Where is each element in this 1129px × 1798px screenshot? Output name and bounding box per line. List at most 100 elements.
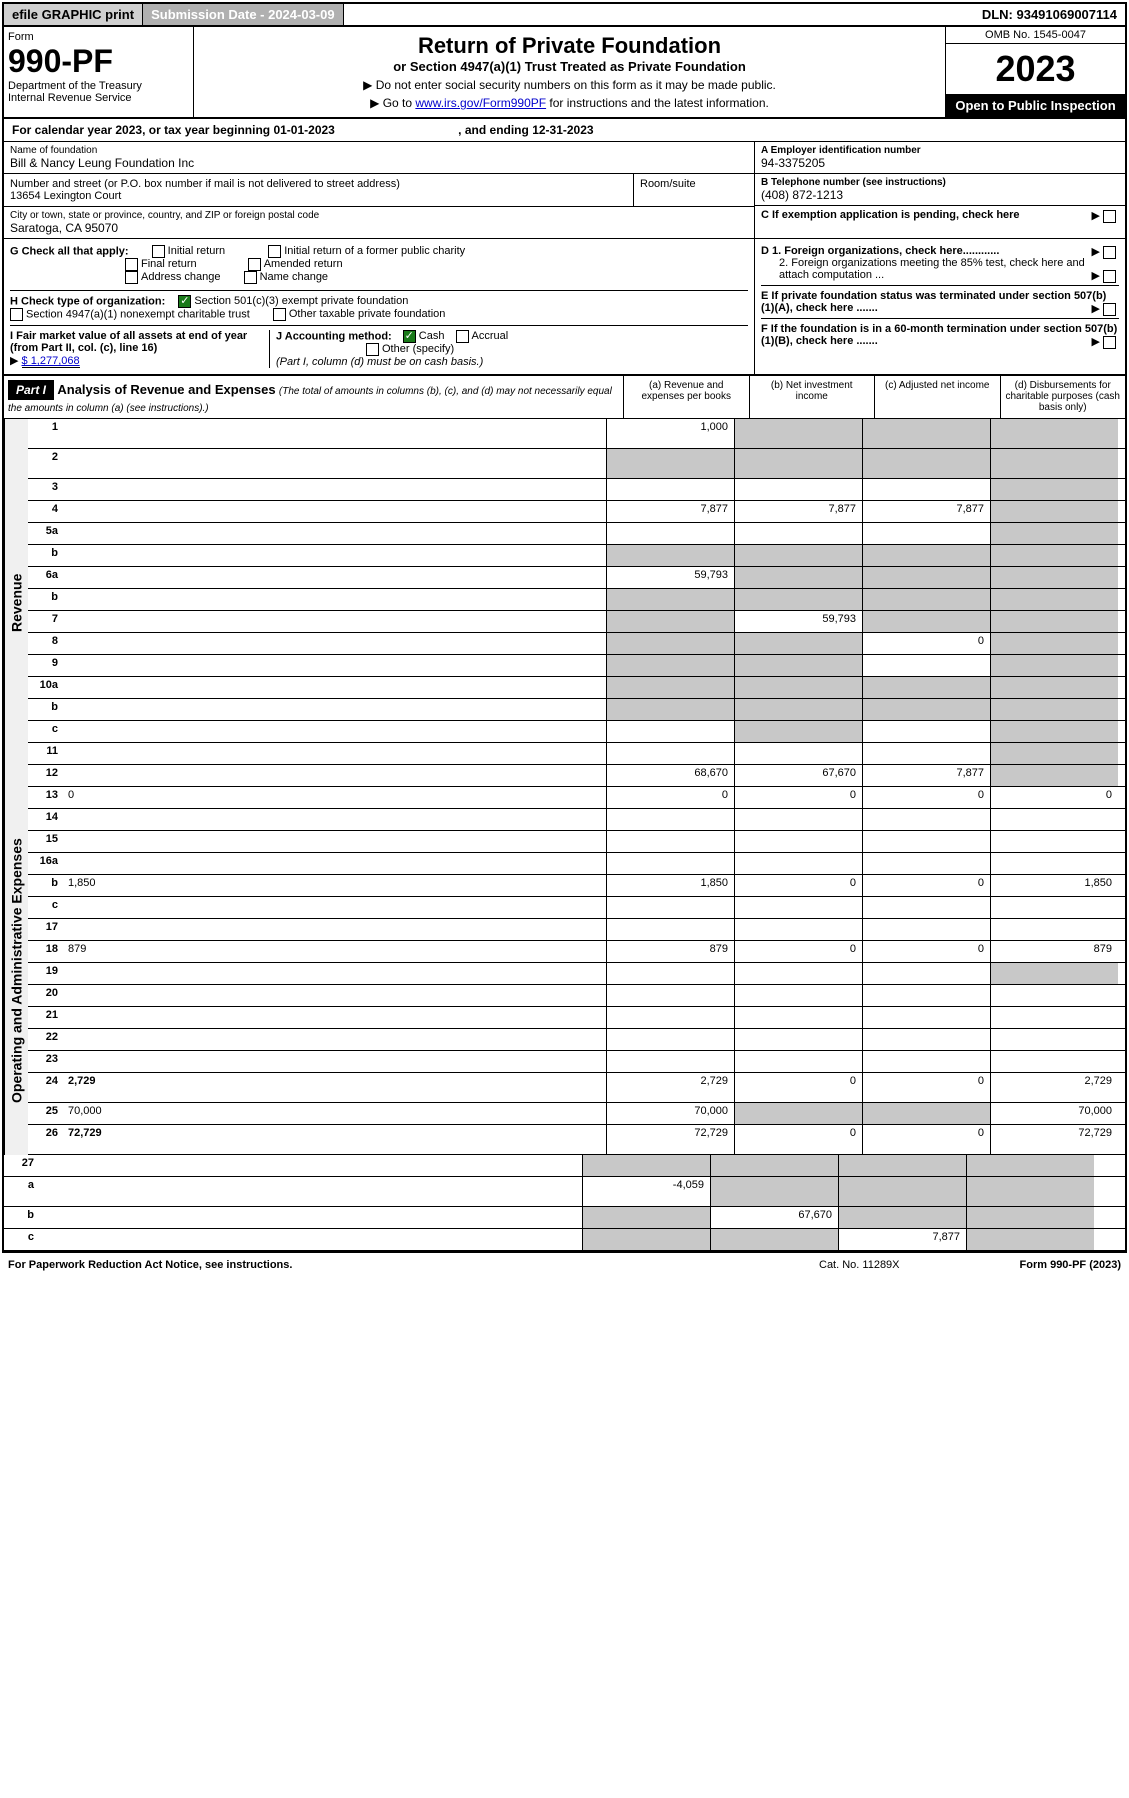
cell-b: 0 (734, 1125, 862, 1154)
row-num: b (28, 875, 64, 896)
cell-d: 2,729 (990, 1073, 1118, 1102)
fmv-link[interactable]: $ 1,277,068 (22, 355, 80, 368)
row-num: c (28, 897, 64, 918)
row-desc (64, 963, 606, 984)
table-row: 5a (28, 523, 1125, 545)
cell-c (862, 589, 990, 610)
table-row: 7 59,793 (28, 611, 1125, 633)
col-d-hdr: (d) Disbursements for charitable purpose… (1001, 376, 1126, 418)
final-return-cb[interactable] (125, 258, 138, 271)
table-row: c (28, 897, 1125, 919)
row-num: 7 (28, 611, 64, 632)
row-num: 11 (28, 743, 64, 764)
row-desc (64, 809, 606, 830)
cell-b (734, 479, 862, 500)
cell-c (862, 1103, 990, 1124)
row-desc (64, 449, 606, 478)
cell-c (838, 1207, 966, 1228)
table-row: 27 (4, 1155, 1125, 1177)
col-b-hdr: (b) Net investment income (750, 376, 876, 418)
cell-d (990, 919, 1118, 940)
cell-a (606, 919, 734, 940)
address-change-cb[interactable] (125, 271, 138, 284)
cell-c (862, 853, 990, 874)
cell-a: 1,000 (606, 419, 734, 448)
row-num: b (28, 589, 64, 610)
col-a-hdr: (a) Revenue and expenses per books (624, 376, 750, 418)
form-page: efile GRAPHIC print Submission Date - 20… (2, 2, 1127, 1253)
table-row: 47,8777,8777,877 (28, 501, 1125, 523)
row-desc (40, 1155, 582, 1176)
net-rows: 27a-4,059b67,670c7,877 (4, 1155, 1125, 1251)
row-num: 8 (28, 633, 64, 654)
cell-b (734, 985, 862, 1006)
table-row: 2 (28, 449, 1125, 479)
cell-d (966, 1229, 1094, 1250)
cell-b (734, 831, 862, 852)
calendar-year: For calendar year 2023, or tax year begi… (4, 119, 1125, 142)
cell-a (606, 743, 734, 764)
cell-a (606, 831, 734, 852)
name-change-cb[interactable] (244, 271, 257, 284)
row-num: b (28, 545, 64, 566)
cell-a: 72,729 (606, 1125, 734, 1154)
d2-cb[interactable] (1103, 270, 1116, 283)
cash-cb[interactable] (403, 330, 416, 343)
cell-d (990, 721, 1118, 742)
amended-cb[interactable] (248, 258, 261, 271)
table-row: 15 (28, 831, 1125, 853)
row-num: 23 (28, 1051, 64, 1072)
row-desc (64, 611, 606, 632)
d1-cb[interactable] (1103, 246, 1116, 259)
cell-c (862, 1029, 990, 1050)
row-desc: 2,729 (64, 1073, 606, 1102)
cell-b (734, 699, 862, 720)
table-row: b (28, 545, 1125, 567)
cell-b (734, 1051, 862, 1072)
irs-link[interactable]: www.irs.gov/Form990PF (415, 96, 546, 110)
part1-left: Part I Analysis of Revenue and Expenses … (4, 376, 624, 418)
cell-c: 0 (862, 787, 990, 808)
cell-a (606, 897, 734, 918)
other-taxable-cb[interactable] (273, 308, 286, 321)
row-num: 24 (28, 1073, 64, 1102)
cell-d (990, 897, 1118, 918)
cell-a: 2,729 (606, 1073, 734, 1102)
efile-label: efile GRAPHIC print (4, 4, 143, 25)
cell-a: -4,059 (582, 1177, 710, 1206)
revenue-section: Revenue 11,0002347,8777,8777,8775ab6a59,… (4, 419, 1125, 787)
cell-c: 0 (862, 1073, 990, 1102)
cell-d (990, 479, 1118, 500)
cell-d (990, 831, 1118, 852)
accrual-cb[interactable] (456, 330, 469, 343)
cell-d (990, 655, 1118, 676)
submission-date: Submission Date - 2024-03-09 (143, 4, 344, 25)
cell-d (990, 633, 1118, 654)
row-desc (64, 721, 606, 742)
c-checkbox[interactable] (1103, 210, 1116, 223)
irs-label: Internal Revenue Service (8, 92, 189, 104)
f-cb[interactable] (1103, 336, 1116, 349)
initial-former-cb[interactable] (268, 245, 281, 258)
4947-cb[interactable] (10, 308, 23, 321)
form-number: 990-PF (8, 43, 189, 80)
cell-b (734, 677, 862, 698)
cell-b: 59,793 (734, 611, 862, 632)
table-row: 242,7292,729002,729 (28, 1073, 1125, 1103)
table-row: 19 (28, 963, 1125, 985)
table-row: 22 (28, 1029, 1125, 1051)
initial-return-cb[interactable] (152, 245, 165, 258)
other-method-cb[interactable] (366, 343, 379, 356)
form-label: Form (8, 31, 189, 43)
cell-b (734, 853, 862, 874)
cell-c (862, 655, 990, 676)
cell-a (606, 985, 734, 1006)
table-row: 11,000 (28, 419, 1125, 449)
table-row: a-4,059 (4, 1177, 1125, 1207)
cell-b (710, 1229, 838, 1250)
table-row: 2672,72972,7290072,729 (28, 1125, 1125, 1155)
e-cb[interactable] (1103, 303, 1116, 316)
cell-b (734, 567, 862, 588)
table-row: 20 (28, 985, 1125, 1007)
501c3-cb[interactable] (178, 295, 191, 308)
